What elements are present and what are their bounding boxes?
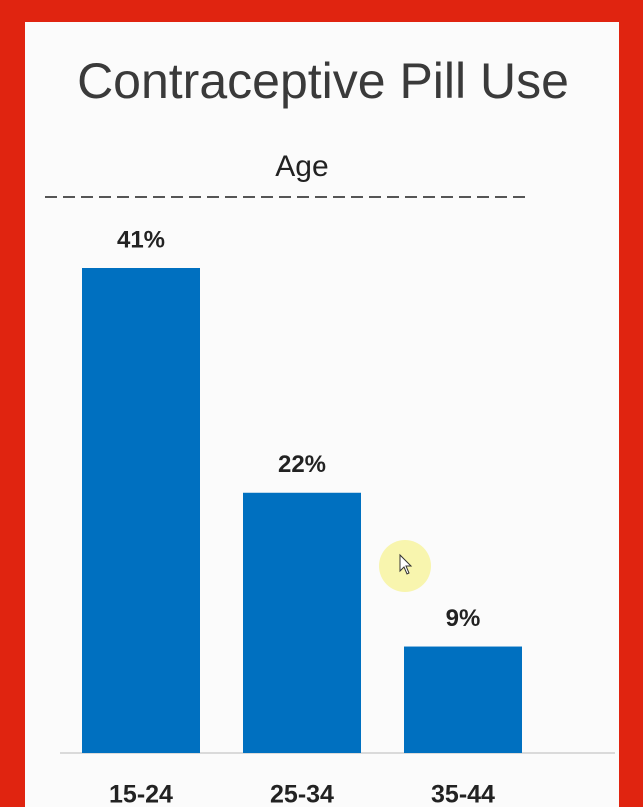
value-label: 41% — [117, 226, 165, 253]
bar — [243, 492, 361, 753]
bar — [404, 646, 522, 753]
x-tick-label: 25-34 — [270, 781, 334, 807]
x-tick-label: 35-44 — [431, 781, 495, 807]
value-label: 22% — [278, 451, 326, 478]
chart-title: Contraceptive Pill Use — [77, 53, 569, 109]
bar — [82, 268, 200, 753]
chart-subtitle: Age — [275, 150, 328, 183]
value-label: 9% — [446, 605, 481, 632]
cursor — [399, 553, 413, 575]
x-tick-label: 15-24 — [109, 781, 173, 807]
